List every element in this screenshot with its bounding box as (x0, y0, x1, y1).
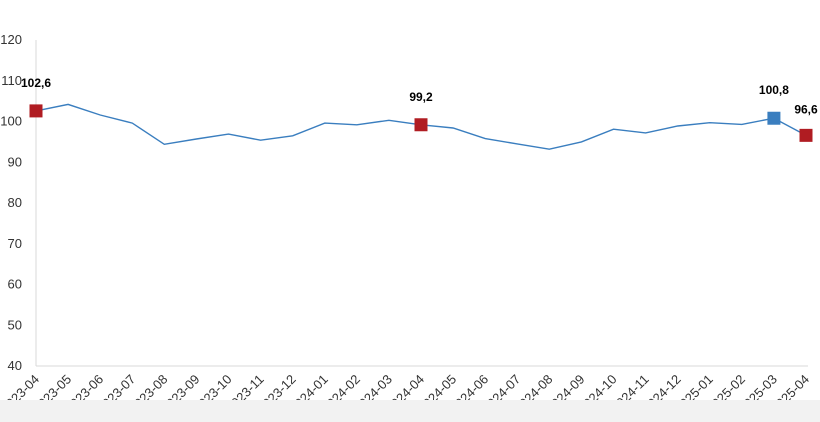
y-tick-label: 100 (0, 114, 22, 129)
y-axis-ticks: 40 50 60 70 80 90 100 110 120 (0, 32, 22, 373)
y-tick-label: 90 (8, 154, 22, 169)
bottom-band (0, 400, 820, 422)
highlight-marker (799, 128, 813, 142)
highlight-marker (767, 111, 781, 125)
y-tick-label: 110 (1, 73, 22, 88)
highlight-marker (29, 104, 43, 118)
y-tick-label: 60 (8, 277, 22, 292)
y-tick-label: 120 (0, 32, 22, 47)
data-labels: 102,6 99,2 100,8 96,6 (21, 76, 818, 116)
y-tick-label: 50 (8, 317, 22, 332)
highlight-markers (29, 104, 813, 142)
data-label: 102,6 (21, 76, 51, 90)
y-tick-label: 40 (8, 358, 22, 373)
data-label: 96,6 (794, 102, 818, 116)
data-label: 100,8 (759, 83, 789, 97)
highlight-marker (414, 118, 428, 132)
y-tick-label: 70 (8, 236, 22, 251)
y-tick-label: 80 (8, 195, 22, 210)
data-label: 99,2 (409, 90, 433, 104)
